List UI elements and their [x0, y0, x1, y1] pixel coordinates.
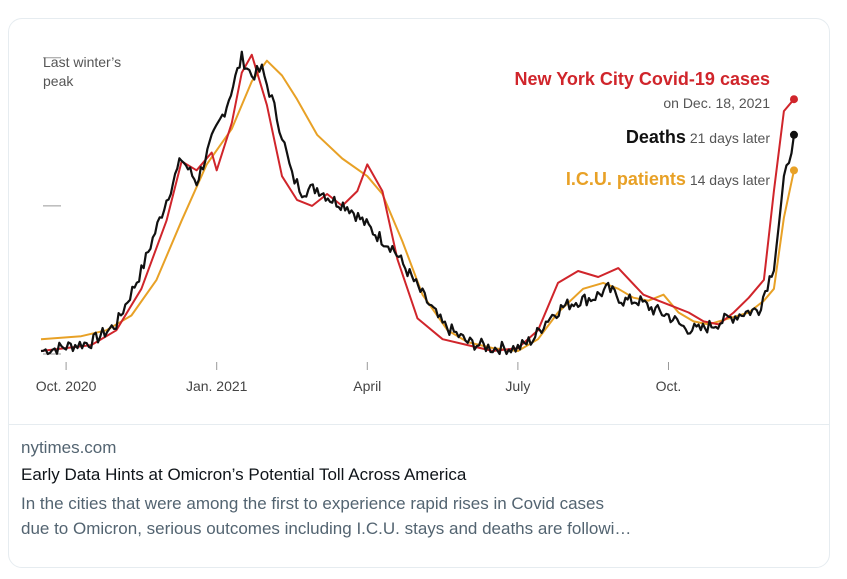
card-meta: nytimes.com Early Data Hints at Omicron’… — [21, 437, 821, 541]
y-reference-label: Last winter’s — [43, 54, 121, 70]
source-domain: nytimes.com — [21, 438, 117, 457]
x-tick-label: Oct. 2020 — [36, 378, 97, 394]
description-line: In the cities that were among the first … — [21, 494, 605, 513]
chart: Last winter’s peak Oct. 2020 Jan. 2021 April… — [9, 19, 829, 424]
description-line: due to Omicron, serious outcomes includi… — [21, 519, 632, 538]
x-tick-label: Jan. 2021 — [186, 378, 248, 394]
annotation-text: New York City Covid-19 cases — [515, 69, 770, 89]
annotation-label: Deaths 21 days later — [626, 127, 770, 147]
annotation-text: Deaths — [626, 127, 686, 147]
x-tick-label: Oct. — [656, 378, 682, 394]
annotation-text: I.C.U. patients — [566, 169, 686, 189]
annotation-label: I.C.U. patients 14 days later — [566, 169, 770, 189]
x-tick-label: April — [353, 378, 381, 394]
annotation-label: on Dec. 18, 2021 — [663, 95, 770, 111]
x-tick-label: July — [505, 378, 530, 394]
line-chart: Last winter’s peak Oct. 2020 Jan. 2021 April… — [36, 50, 798, 394]
deaths-series-line — [40, 50, 796, 356]
annotation-label: New York City Covid-19 cases — [515, 69, 770, 89]
y-reference-label: peak — [43, 73, 74, 89]
annotation-text: on Dec. 18, 2021 — [663, 95, 770, 111]
cases-series-line — [40, 53, 795, 352]
link-preview-card[interactable]: Last winter’s peak Oct. 2020 Jan. 2021 April… — [8, 18, 830, 568]
article-description: In the cities that were among the first … — [21, 491, 821, 541]
card-divider — [9, 424, 829, 425]
annotation-text: 14 days later — [686, 172, 770, 188]
annotation-text: 21 days later — [686, 130, 770, 146]
deaths-end-dot — [789, 130, 798, 139]
article-headline[interactable]: Early Data Hints at Omicron’s Potential … — [21, 465, 467, 484]
icu-end-dot — [789, 166, 798, 175]
cases-end-dot — [789, 95, 798, 104]
